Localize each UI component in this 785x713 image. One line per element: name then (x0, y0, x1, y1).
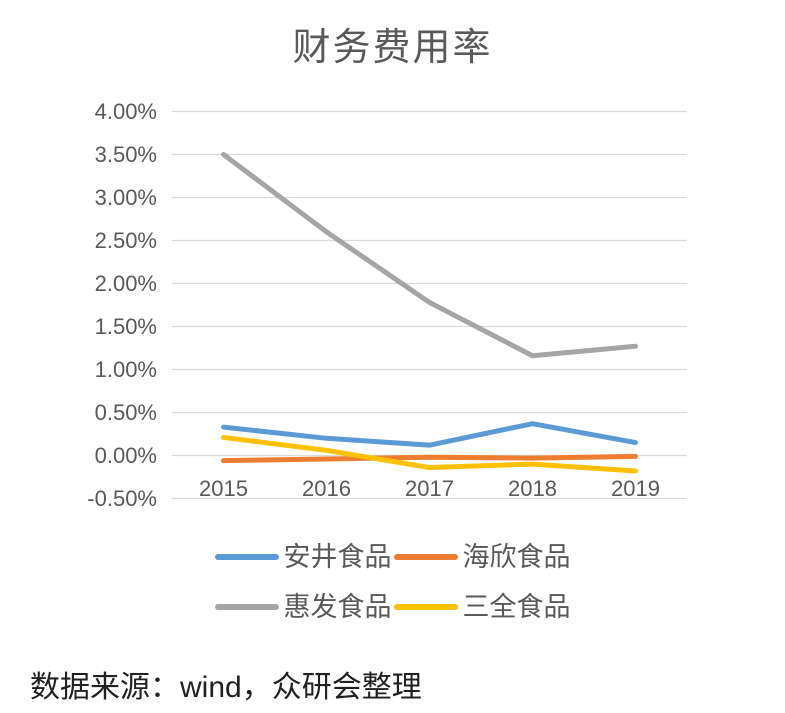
legend-line-swatch (393, 604, 458, 610)
x-axis-tick-label: 2018 (508, 476, 557, 501)
legend-item-huifa: 惠发食品 (214, 589, 392, 625)
chart-title: 财务费用率 (292, 27, 493, 69)
x-axis-tick-label: 2017 (405, 476, 454, 501)
y-axis-tick-label: 2.50% (94, 227, 157, 253)
legend-line-swatch (393, 554, 458, 560)
source-note: 数据来源：wind，众研会整理 (30, 671, 422, 704)
legend-label: 三全食品 (462, 592, 571, 622)
legend-item-haixin: 海欣食品 (393, 539, 571, 575)
legend-row: 安井食品 海欣食品 (214, 539, 571, 575)
x-axis-tick-label: 2015 (199, 476, 248, 501)
y-axis-tick-label: 2.00% (94, 270, 157, 296)
y-axis-tick-label: 1.50% (94, 313, 157, 339)
series-line (221, 152, 638, 359)
legend-row: 惠发食品 三全食品 (214, 589, 571, 625)
x-axis-tick-label: 2019 (611, 476, 660, 501)
y-axis-tick-label: 3.50% (94, 141, 157, 167)
legend-label: 海欣食品 (462, 542, 571, 572)
legend-line-swatch (214, 554, 279, 560)
y-axis-tick-label: 0.50% (94, 399, 157, 425)
legend-line-swatch (214, 604, 279, 610)
series-line (221, 453, 638, 464)
series-line (221, 421, 638, 448)
legend-label: 惠发食品 (283, 592, 392, 622)
y-axis-tick-label: -0.50% (87, 485, 157, 511)
series-line (221, 434, 638, 474)
legend-label: 安井食品 (283, 542, 392, 572)
plot-area (172, 110, 687, 500)
legend: 安井食品 海欣食品 惠发食品 三全食品 (0, 539, 785, 625)
y-axis-tick-label: 4.00% (94, 98, 157, 124)
y-axis-tick-label: 1.00% (94, 356, 157, 382)
y-axis-tick-label: 3.00% (94, 184, 157, 210)
x-axis-tick-label: 2016 (302, 476, 351, 501)
legend-item-sanquan: 三全食品 (393, 589, 571, 625)
legend-item-anjing: 安井食品 (214, 539, 392, 575)
y-axis-tick-label: 0.00% (94, 442, 157, 468)
